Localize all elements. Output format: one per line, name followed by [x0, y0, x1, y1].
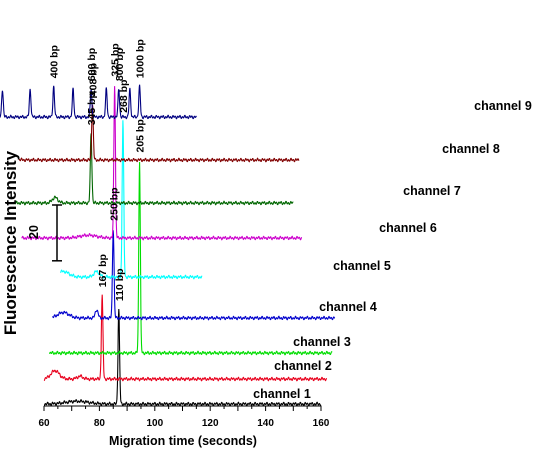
x-tick-label: 140 — [257, 418, 274, 429]
peak-label: 325 bp — [110, 43, 122, 76]
peak-label: 167 bp — [97, 254, 109, 287]
peak-label-layer: 110 bp 167 bp 205 bp 250 bp 268 bp 325 bp 345 … — [49, 39, 147, 301]
channel-label-layer: channel 1 channel 2 channel 3 channel 4 chan… — [253, 99, 532, 401]
trace-line — [52, 230, 336, 321]
trace-line — [18, 104, 300, 163]
scale-bar: 20 — [27, 204, 62, 262]
x-tick-label: 160 — [313, 418, 330, 429]
trace-line — [48, 161, 333, 356]
x-axis-label: Migration time (seconds) — [109, 434, 257, 448]
peak-label: 205 bp — [135, 119, 147, 152]
series-label: channel 3 — [293, 335, 351, 349]
series-label: channel 8 — [442, 142, 500, 156]
peak-label: 400 bp — [49, 45, 61, 78]
series-label: channel 4 — [319, 300, 377, 314]
x-tick-label: 120 — [202, 418, 219, 429]
peak-label: 408 bp — [88, 63, 100, 96]
x-tick-label: 60 — [38, 418, 50, 429]
trace-line — [0, 84, 197, 120]
trace-line — [21, 86, 303, 241]
scale-bar-label: 20 — [27, 225, 41, 239]
peak-label: 800 bp — [114, 48, 126, 81]
trace-line — [12, 133, 294, 206]
peak-label: 250 bp — [108, 187, 120, 220]
peak-label: 600 bp — [86, 48, 98, 81]
trace-line — [43, 294, 328, 382]
series-label: channel 6 — [379, 221, 437, 235]
series-label: channel 5 — [333, 259, 391, 273]
series-label: channel 9 — [474, 99, 532, 113]
x-tick-group: 60 80 100 120 140 160 — [38, 406, 330, 429]
peak-label: 345 bp — [86, 92, 98, 125]
trace-layer — [0, 84, 336, 407]
series-label: channel 1 — [253, 387, 311, 401]
peak-label: 1000 bp — [135, 39, 147, 78]
x-axis: 60 80 100 120 140 160 — [38, 405, 330, 429]
x-tick-label: 100 — [146, 418, 163, 429]
y-axis-label: Fluorescence Intensity — [1, 150, 20, 335]
peak-label: 110 bp — [114, 268, 126, 301]
series-label: channel 7 — [403, 184, 461, 198]
x-tick-label: 80 — [94, 418, 106, 429]
peak-label: 268 bp — [118, 80, 130, 113]
series-label: channel 2 — [274, 359, 332, 373]
trace-line — [60, 120, 203, 280]
trace-line — [43, 308, 322, 407]
